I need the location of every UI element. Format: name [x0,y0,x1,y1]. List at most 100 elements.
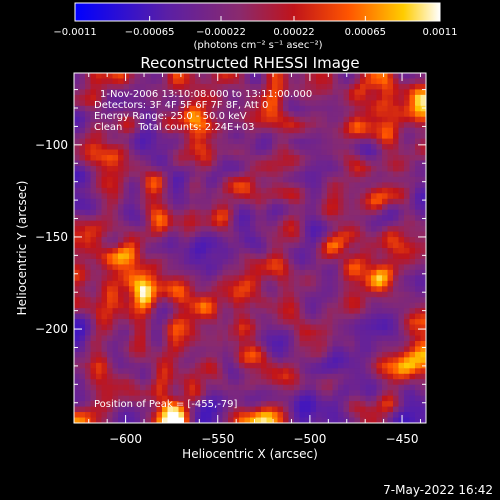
heatmap-cell [349,264,356,271]
heatmap-cell [140,133,147,140]
heatmap-cell [299,384,306,391]
heatmap-cell [343,258,350,266]
heatmap-cell [283,226,290,233]
heatmap-cell [217,94,224,101]
heatmap-cell [244,187,251,194]
heatmap-cell [338,78,345,85]
heatmap-cell [338,384,345,391]
heatmap-cell [129,89,136,96]
heatmap-cell [140,286,147,293]
heatmap-cell [145,302,152,309]
heatmap-cell [387,165,394,173]
heatmap-cell [129,280,136,287]
heatmap-cell [96,89,103,96]
heatmap-cell [184,89,191,96]
heatmap-cell [239,286,246,293]
heatmap-cell [266,89,273,96]
heatmap-cell [85,324,92,331]
heatmap-cell [327,346,334,353]
heatmap-cell [167,171,174,178]
heatmap-cell [277,94,284,101]
heatmap-cell [134,94,141,101]
heatmap-cell [200,390,207,397]
heatmap-cell [250,165,257,173]
heatmap-cell [310,384,317,391]
y-axis-label: Heliocentric Y (arcsec) [15,181,29,316]
heatmap-cell [398,133,405,140]
heatmap-cell [107,302,114,309]
heatmap-cell [233,111,240,118]
heatmap-cell [338,351,345,358]
heatmap-cell [101,89,108,96]
heatmap-cell [288,313,295,320]
heatmap-cell [365,275,372,282]
heatmap-cell [200,176,207,183]
heatmap-cell [101,275,108,282]
heatmap-cell [134,351,141,358]
heatmap-cell [415,111,422,118]
heatmap-cell [129,78,136,85]
heatmap-cell [332,357,339,364]
heatmap-cell [228,297,235,304]
heatmap-cell [255,264,262,271]
heatmap-cell [112,89,119,96]
heatmap-cell [283,231,290,238]
heatmap-cell [338,286,345,293]
heatmap-cell [398,100,405,107]
heatmap-cell [343,384,350,391]
heatmap-cell [145,253,152,260]
heatmap-cell [349,368,356,375]
heatmap-cell [354,417,361,423]
heatmap-cell [206,330,213,337]
heatmap-cell [228,351,235,358]
heatmap-cell [360,275,367,282]
heatmap-cell [222,171,229,178]
heatmap-cell [365,160,372,167]
heatmap-cell [283,297,290,304]
heatmap-cell [200,204,207,211]
heatmap-cell [343,193,350,200]
heatmap-cell [167,368,174,375]
heatmap-cell [343,160,350,167]
heatmap-cell [382,138,389,145]
heatmap-cell [288,138,295,145]
heatmap-cell [316,176,323,183]
heatmap-cell [349,111,356,118]
heatmap-cell [239,401,246,408]
heatmap-cell [327,401,334,408]
heatmap-cell [85,242,92,249]
heatmap-cell [365,226,372,233]
heatmap-cell [382,187,389,194]
heatmap-cell [343,133,350,140]
heatmap-cell [173,302,180,309]
heatmap-cell [145,83,152,91]
heatmap-cell [255,111,262,118]
heatmap-cell [299,346,306,353]
heatmap-cell [415,297,422,304]
heatmap-cell [123,160,130,167]
heatmap-cell [288,127,295,134]
heatmap-cell [305,335,312,342]
heatmap-cell [305,89,312,96]
heatmap-cell [398,231,405,238]
heatmap-cell [107,144,114,151]
heatmap-cell [382,302,389,309]
heatmap-cell [156,171,163,178]
heatmap-cell [239,237,246,244]
heatmap-cell [415,291,422,298]
heatmap-cell [376,149,383,156]
heatmap-cell [79,220,86,227]
heatmap-cell [222,340,229,348]
heatmap-cell [145,248,152,255]
heatmap-cell [305,149,312,156]
heatmap-cell [376,269,383,276]
heatmap-cell [189,138,196,145]
heatmap-cell [343,253,350,260]
heatmap-cell [420,395,426,402]
heatmap-cell [376,226,383,233]
heatmap-cell [415,412,422,419]
heatmap-cell [332,253,339,260]
heatmap-cell [107,253,114,260]
heatmap-cell [398,362,405,369]
heatmap-cell [420,280,426,287]
